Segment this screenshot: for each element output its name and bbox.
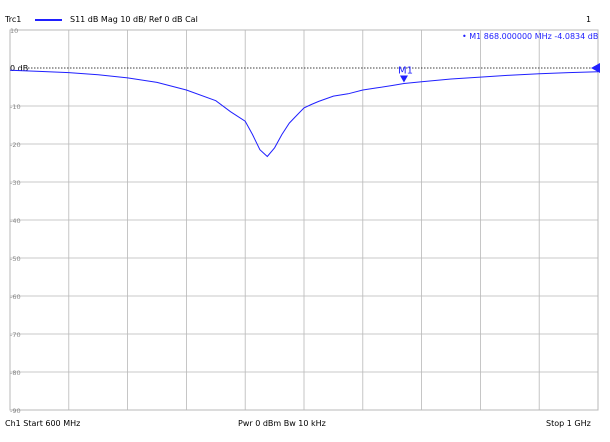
trace-legend-line [35,19,62,21]
y-tick-label: -10 [10,103,21,111]
marker-m1-triangle [399,75,408,83]
y-tick-label: -80 [10,369,21,377]
y-tick-label: 10 [10,27,18,35]
reference-level-arrow [591,63,600,73]
y-tick-label: 0 dB [10,64,28,73]
y-tick-label: -50 [10,255,21,263]
trace-label[interactable]: Trc1 [5,15,22,24]
stop-frequency[interactable]: Stop 1 GHz [546,419,591,428]
marker-readout[interactable]: • M1 868.000000 MHz -4.0834 dB [462,32,599,41]
s11-trace-line [9,69,599,158]
y-tick-label: -90 [10,407,21,415]
power-bandwidth[interactable]: Pwr 0 dBm Bw 10 kHz [238,419,326,428]
y-tick-label: -60 [10,293,21,301]
start-frequency[interactable]: Ch1 Start 600 MHz [5,419,81,428]
y-tick-label: -70 [10,331,21,339]
channel-footer: Ch1 Start 600 MHz Pwr 0 dBm Bw 10 kHz St… [0,410,610,442]
trace-header: Trc1 S11 dB Mag 10 dB/ Ref 0 dB Cal 1 • … [0,0,610,41]
y-tick-label: -30 [10,179,21,187]
y-tick-label: -40 [10,217,21,225]
channel-number: 1 [586,15,592,24]
marker-m1-label: M1 [398,66,413,77]
y-tick-label: -20 [10,141,21,149]
trace-description[interactable]: S11 dB Mag 10 dB/ Ref 0 dB Cal [70,15,198,24]
